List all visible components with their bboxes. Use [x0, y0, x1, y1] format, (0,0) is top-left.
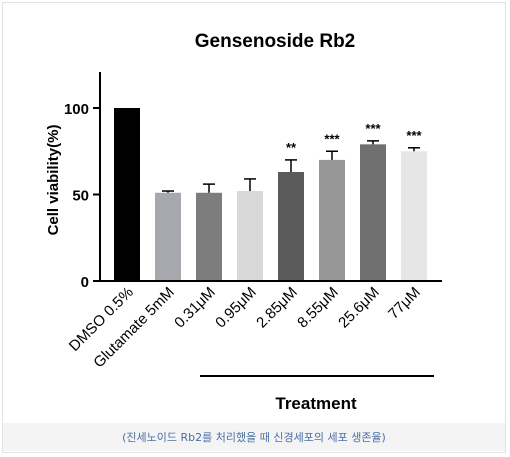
bar	[196, 192, 222, 281]
bar	[237, 191, 263, 281]
x-axis-label: Treatment	[275, 394, 357, 413]
figure-caption: (진세노이드 Rb2를 처리했을 때 신경세포의 세포 생존율)	[3, 423, 505, 451]
y-tick-label: 0	[81, 274, 89, 291]
significance-label: **	[286, 140, 297, 155]
x-tick-label: 0.95μM	[212, 284, 260, 332]
bar	[401, 151, 427, 281]
significance-label: ***	[406, 128, 422, 143]
x-tick-label: 0.31μM	[171, 284, 219, 332]
x-tick-label: 2.85μM	[253, 284, 301, 332]
chart-title: Gensenoside Rb2	[195, 31, 356, 52]
x-tick-label: 8.55μM	[294, 284, 342, 332]
significance-label: ***	[365, 121, 381, 136]
x-tick-label: 77μM	[385, 284, 424, 323]
significance-label: ***	[324, 131, 340, 146]
bar	[319, 159, 345, 281]
bar	[114, 108, 140, 281]
bar	[278, 172, 304, 281]
bar	[155, 192, 181, 281]
bar	[360, 144, 386, 281]
x-tick-label: 25.6μM	[335, 284, 383, 332]
y-axis-label: Cell viability(%)	[45, 125, 62, 236]
y-tick-label: 100	[64, 101, 89, 118]
y-tick-label: 50	[72, 188, 89, 205]
